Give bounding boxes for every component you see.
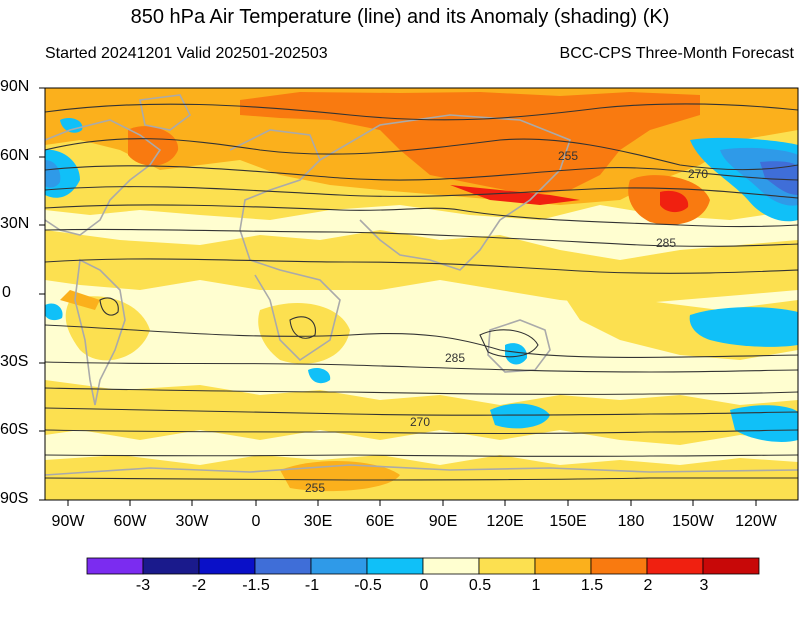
anomaly-shading	[45, 88, 798, 500]
contour-line	[479, 329, 539, 358]
colorbar-label: -1	[304, 577, 320, 594]
colorbar-label: 3	[699, 577, 709, 594]
anomaly-region-neg0p5-e	[730, 405, 798, 442]
forecast-run-info: Started 20241201 Valid 202501-202503	[45, 45, 328, 62]
lon-label: 60E	[365, 513, 395, 530]
anomaly-region-neg1p5	[760, 161, 798, 195]
anomaly-region-0p5-g	[258, 302, 350, 364]
contour-line	[45, 186, 798, 199]
anomaly-region-1-e	[60, 290, 100, 310]
contour-line	[45, 429, 798, 435]
forecast-product-name: BCC-CPS Three-Month Forecast	[559, 45, 794, 62]
colorbar-label: 0.5	[468, 577, 492, 594]
lon-label: 120E	[486, 513, 524, 530]
lat-label: 90N	[0, 78, 30, 95]
colorbar-label: -0.5	[354, 577, 382, 594]
contour-line	[289, 316, 316, 339]
colorbar-swatch	[646, 557, 704, 575]
colorbar-swatch	[590, 557, 648, 575]
colorbar-label: -3	[135, 577, 151, 594]
lat-label: 90S	[0, 490, 29, 507]
anomaly-region-0p5-d	[45, 230, 798, 305]
colorbar-swatch	[254, 557, 312, 575]
colorbar-label: -2	[191, 577, 207, 594]
lat-label: 0	[2, 284, 11, 301]
colorbar	[86, 557, 760, 575]
contour-line	[45, 454, 798, 457]
colorbar-swatch	[702, 557, 760, 575]
contour-line	[45, 138, 798, 171]
contour-line	[45, 407, 798, 416]
colorbar-label: 1	[531, 577, 541, 594]
contour-line	[45, 165, 798, 181]
lon-label: 90E	[428, 513, 458, 530]
colorbar-swatch	[534, 557, 592, 575]
anomaly-region-0p5-i	[45, 455, 798, 500]
contour-line	[45, 477, 798, 481]
contour-label: 255	[558, 149, 578, 163]
contour-line	[45, 361, 798, 373]
anomaly-region-0p5-h	[45, 380, 798, 445]
colorbar-label: 2	[643, 577, 653, 594]
colorbar-swatch	[366, 557, 424, 575]
contour-label: 285	[445, 351, 465, 365]
anomaly-region-2	[450, 185, 580, 205]
contour-line	[45, 228, 798, 247]
colorbar-swatch	[310, 557, 368, 575]
lon-label: 60W	[113, 513, 147, 530]
contour-line	[45, 258, 798, 274]
colorbar-swatch	[86, 557, 144, 575]
greenland-outline	[139, 94, 192, 131]
contour-line	[99, 297, 119, 316]
colorbar-swatch	[142, 557, 200, 575]
anomaly-region-2-b	[660, 190, 689, 213]
anomaly-region-neg0p5-c	[689, 307, 798, 347]
colorbar-label: 1.5	[580, 577, 604, 594]
axis-ticks	[39, 87, 757, 506]
contour-label: 270	[688, 167, 708, 181]
contour-label: 255	[305, 481, 325, 495]
asia-outline	[319, 114, 571, 271]
colorbar-swatch	[198, 557, 256, 575]
lon-label: 30E	[303, 513, 333, 530]
lon-label: 30W	[175, 513, 209, 530]
lon-label: 150W	[672, 513, 714, 530]
lon-label: 120W	[735, 513, 777, 530]
lon-label: 0	[251, 513, 261, 530]
colorbar-swatch	[478, 557, 536, 575]
lat-label: 30N	[0, 215, 30, 232]
colorbar-swatch	[422, 557, 480, 575]
north-america-outline	[45, 119, 162, 236]
lat-label: 60N	[0, 147, 30, 164]
lon-label: 180	[617, 513, 645, 530]
contour-line	[45, 103, 798, 121]
anomaly-region-neg1-b	[45, 160, 61, 188]
contour-line	[45, 204, 798, 228]
contour-label: 285	[656, 236, 676, 250]
colorbar-label: 0	[419, 577, 429, 594]
anomaly-region-neg0p5-h	[45, 303, 63, 321]
figure-title: 850 hPa Air Temperature (line) and its A…	[130, 6, 670, 28]
australia-outline	[487, 319, 551, 373]
temperature-contours	[45, 103, 798, 481]
lat-label: 60S	[0, 421, 29, 438]
lon-label: 90W	[51, 513, 85, 530]
antarctica-outline	[45, 464, 798, 476]
lat-label: 30S	[0, 353, 29, 370]
colorbar-label: -1.5	[242, 577, 270, 594]
contour-label: 270	[410, 415, 430, 429]
anomaly-region-neg0p5-f	[505, 343, 528, 365]
lon-label: 150E	[549, 513, 587, 530]
contour-labels: 255 270 285 285 270 255	[305, 149, 708, 495]
anomaly-region-neg0p5-d	[490, 403, 550, 429]
contour-line	[45, 324, 798, 358]
anomaly-region-neg0p5-g	[308, 368, 331, 384]
contour-line	[45, 387, 798, 395]
